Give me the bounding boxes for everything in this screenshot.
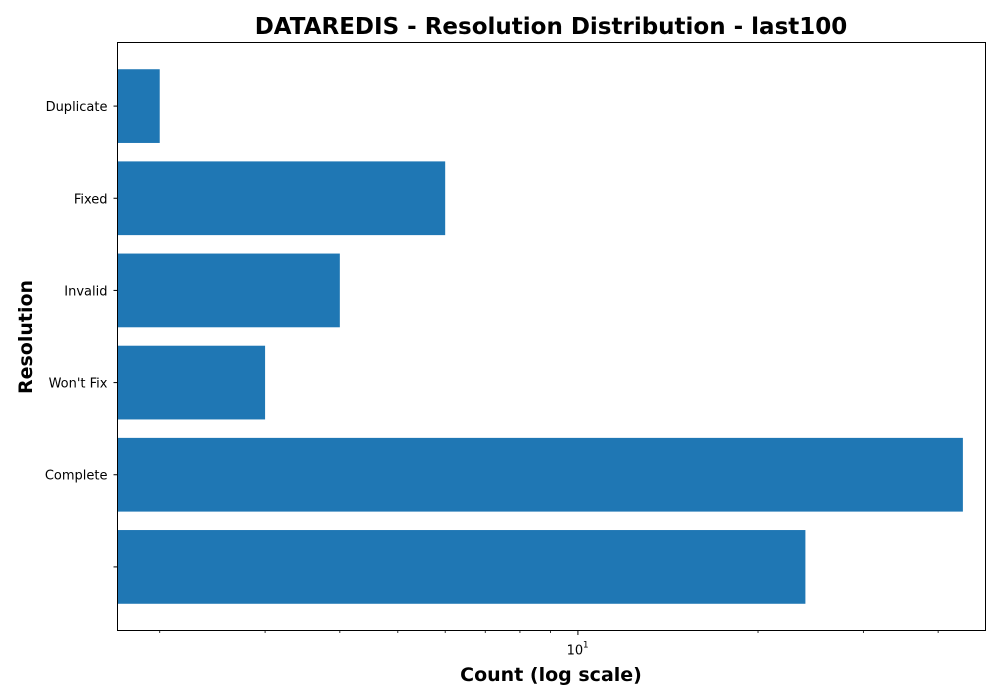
bars-layer bbox=[117, 69, 963, 604]
bar-0 bbox=[117, 69, 160, 143]
plot-frame bbox=[117, 42, 986, 631]
bar-4 bbox=[117, 437, 963, 512]
y-axis-label: Resolution bbox=[15, 280, 37, 394]
x-tick-exponent-0: 1 bbox=[583, 641, 589, 651]
y-tick-label-3: Won't Fix bbox=[49, 377, 108, 392]
bar-1 bbox=[117, 161, 446, 236]
bar-5 bbox=[117, 530, 806, 604]
x-tick-label-0: 10 bbox=[567, 644, 584, 659]
bar-2 bbox=[117, 253, 340, 328]
x-axis-label: Count (log scale) bbox=[460, 664, 642, 686]
y-tick-label-4: Complete bbox=[45, 469, 108, 484]
y-tick-label-1: Fixed bbox=[74, 192, 108, 207]
y-tick-label-2: Invalid bbox=[64, 284, 107, 299]
bar-3 bbox=[117, 345, 266, 420]
chart-title: DATAREDIS - Resolution Distribution - la… bbox=[255, 14, 848, 40]
ticks-layer: Duplicate Fixed Invalid Won't Fix Complete 10… bbox=[45, 100, 939, 659]
y-tick-label-0: Duplicate bbox=[46, 100, 108, 115]
